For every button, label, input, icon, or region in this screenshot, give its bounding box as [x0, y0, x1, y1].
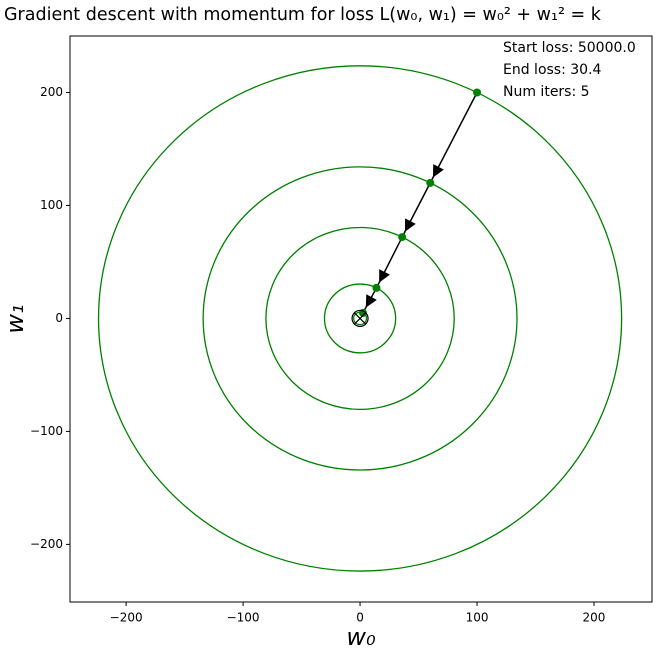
optimum-cross — [353, 312, 367, 325]
arrowhead — [365, 294, 377, 308]
plot-area — [97, 65, 623, 572]
x-axis-label: w₀ — [346, 623, 376, 651]
axes-frame — [69, 35, 653, 603]
contour — [323, 283, 397, 354]
y-tick-label: −100 — [30, 424, 63, 438]
y-tick-label: 0 — [55, 311, 63, 325]
x-tick-label: −200 — [110, 611, 143, 625]
y-axis-label: w₁ — [1, 304, 29, 333]
point — [426, 178, 435, 187]
y-tick-label: 100 — [40, 198, 63, 212]
optimum-marker — [351, 309, 369, 328]
point — [372, 283, 381, 292]
x-tick-label: 200 — [583, 611, 606, 625]
annotation: End loss: 30.4 — [503, 62, 602, 78]
point — [473, 88, 482, 97]
contour — [97, 65, 623, 572]
y-tick-label: −200 — [30, 537, 63, 551]
contour — [265, 226, 455, 411]
arrowhead — [404, 218, 416, 232]
arrowhead — [432, 164, 444, 178]
x-tick-label: 0 — [356, 611, 364, 625]
y-tick-label: 200 — [40, 85, 63, 99]
contour — [202, 166, 518, 471]
x-tick-label: 100 — [466, 611, 489, 625]
x-tick-label: −100 — [227, 611, 260, 625]
annotation: Start loss: 50000.0 — [503, 40, 636, 56]
chart-title: Gradient descent with momentum for loss … — [4, 5, 602, 25]
point — [398, 233, 407, 242]
arrowhead — [379, 269, 390, 283]
annotation: Num iters: 5 — [503, 84, 590, 100]
